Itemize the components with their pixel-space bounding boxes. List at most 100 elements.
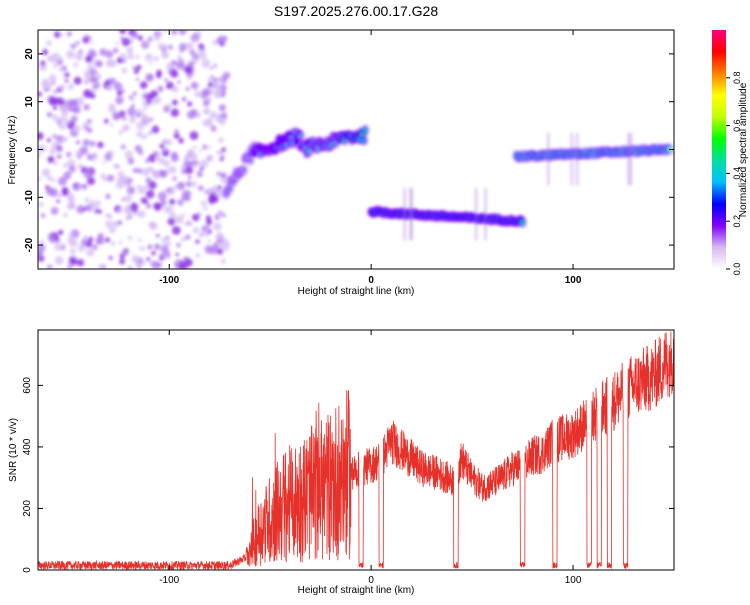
noise-blob — [193, 37, 198, 42]
noise-blob — [83, 73, 93, 83]
noise-blob — [112, 47, 119, 54]
noise-blob — [146, 257, 151, 262]
noise-blob — [186, 110, 196, 119]
colorbar-tick-label: 0.0 — [732, 263, 742, 276]
snr-y-tick-label: 400 — [22, 438, 33, 455]
noise-blob — [188, 221, 193, 227]
noise-blob — [54, 255, 64, 265]
noise-blob — [153, 243, 161, 251]
noise-blob — [148, 131, 152, 135]
noise-blob — [203, 107, 211, 115]
noise-blob — [216, 248, 224, 255]
noise-blob — [67, 106, 74, 113]
noise-blob — [185, 234, 191, 240]
noise-blob — [113, 82, 123, 91]
noise-blob — [185, 180, 192, 187]
noise-blob — [61, 65, 68, 72]
noise-blob — [135, 112, 141, 118]
noise-blob — [61, 186, 69, 195]
noise-blob — [157, 85, 164, 93]
noise-blob — [116, 57, 123, 64]
noise-blob — [97, 232, 104, 240]
spectrogram-y-tick-label: -20 — [24, 237, 35, 252]
noise-blob — [199, 166, 204, 171]
noise-blob — [171, 225, 181, 235]
signal-core — [298, 134, 303, 138]
signal-core — [363, 128, 368, 132]
noise-blob — [168, 165, 177, 174]
noise-blob — [126, 213, 131, 218]
noise-blob — [210, 125, 217, 132]
noise-blob — [131, 254, 140, 264]
noise-blob — [166, 81, 174, 90]
noise-blob — [94, 200, 102, 208]
noise-blob — [169, 211, 176, 219]
noise-blob — [66, 151, 72, 158]
noise-blob — [121, 37, 131, 47]
noise-blob — [115, 41, 119, 45]
noise-blob — [170, 70, 179, 78]
noise-blob — [151, 260, 160, 269]
noise-blob — [86, 248, 95, 257]
snr-y-tick-label: 0 — [22, 567, 33, 573]
noise-blob — [108, 103, 115, 110]
noise-blob — [90, 199, 95, 205]
noise-blob — [155, 72, 162, 79]
noise-blob — [148, 180, 157, 190]
spectrogram-x-axis-label: Height of straight line (km) — [298, 286, 415, 297]
noise-blob — [139, 81, 148, 89]
noise-blob — [171, 99, 178, 106]
noise-blob — [221, 147, 226, 153]
signal-streak — [629, 132, 632, 186]
noise-blob — [178, 137, 184, 144]
noise-blob — [121, 197, 125, 202]
noise-blob — [100, 173, 106, 180]
noise-blob — [66, 99, 76, 108]
noise-blob — [57, 229, 64, 236]
noise-blob — [92, 81, 97, 85]
noise-blob — [209, 246, 218, 255]
noise-blob — [76, 204, 86, 214]
noise-blob — [135, 55, 140, 59]
noise-blob — [157, 42, 165, 50]
noise-blob — [38, 63, 48, 72]
noise-blob — [189, 131, 199, 140]
noise-blob — [89, 144, 93, 148]
noise-blob — [221, 213, 226, 218]
noise-blob — [188, 176, 192, 180]
noise-blob — [132, 167, 138, 173]
noise-blob — [48, 234, 56, 242]
colorbar-ticks: 0.0 0.2 0.4 0.6 0.8 — [726, 72, 742, 276]
noise-blob — [68, 238, 78, 248]
noise-blob — [182, 189, 191, 199]
noise-blob — [59, 104, 69, 113]
noise-blob — [38, 249, 44, 259]
noise-blob — [131, 31, 139, 39]
noise-blob — [119, 30, 127, 35]
noise-blob — [73, 62, 78, 68]
noise-blob — [137, 238, 142, 242]
noise-blob — [86, 153, 94, 161]
noise-blob — [123, 205, 132, 214]
noise-blob — [47, 155, 55, 164]
noise-blob — [87, 63, 94, 71]
noise-blob — [160, 237, 166, 243]
noise-blob — [102, 160, 106, 164]
noise-blob — [189, 49, 196, 56]
noise-blob — [75, 96, 85, 106]
noise-blob — [177, 55, 181, 60]
noise-blob — [109, 77, 117, 85]
noise-blob — [137, 210, 146, 218]
noise-blob — [187, 101, 193, 107]
noise-blob — [140, 197, 148, 204]
noise-blob — [98, 209, 103, 214]
noise-blob — [194, 90, 202, 98]
noise-blob — [56, 199, 60, 204]
noise-blob — [79, 146, 89, 156]
noise-blob — [38, 91, 43, 97]
noise-blob — [184, 256, 189, 261]
noise-blob — [155, 173, 160, 179]
noise-blob — [143, 107, 147, 111]
snr-axes: -100 0 100 0 200 400 600 — [22, 330, 674, 586]
